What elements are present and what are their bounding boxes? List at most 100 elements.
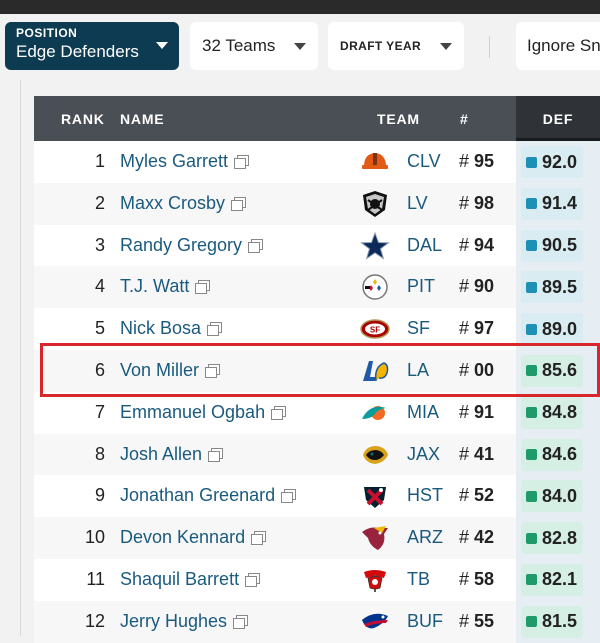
player-name-link[interactable]: Josh Allen bbox=[120, 444, 224, 465]
table-row[interactable]: 1 Myles Garrett CLV # 95 92.0 bbox=[34, 141, 600, 183]
rank-cell: 9 bbox=[94, 485, 105, 506]
copy-icon[interactable] bbox=[281, 489, 297, 504]
team-abbr[interactable]: LA bbox=[407, 359, 430, 380]
copy-icon[interactable] bbox=[245, 572, 261, 587]
jersey-number: # 41 bbox=[459, 443, 495, 464]
jersey-number-value: 91 bbox=[474, 401, 495, 422]
rank-cell: 11 bbox=[86, 568, 105, 589]
team-abbr[interactable]: CLV bbox=[407, 151, 441, 171]
ignore-snaps-toggle[interactable]: Ignore Sn bbox=[516, 22, 600, 70]
draft-year-dropdown[interactable]: DRAFT YEAR bbox=[328, 22, 464, 70]
grade-badge: 85.6 bbox=[521, 354, 583, 387]
player-name-link[interactable]: Myles Garrett bbox=[120, 151, 250, 172]
table-row[interactable]: 5 Nick Bosa SF SF # 97 89.0 bbox=[34, 308, 600, 350]
grade-value: 84.0 bbox=[542, 485, 578, 506]
table-row[interactable]: 9 Jonathan Greenard HST # 52 84.0 bbox=[34, 475, 600, 518]
grade-badge: 82.1 bbox=[521, 563, 583, 596]
header-rank[interactable]: RANK bbox=[61, 111, 105, 127]
copy-icon[interactable] bbox=[195, 280, 211, 295]
rank-cell: 3 bbox=[94, 234, 105, 255]
team-abbr[interactable]: JAX bbox=[407, 443, 441, 464]
rank-cell: 7 bbox=[94, 401, 105, 422]
draft-year-label: DRAFT YEAR bbox=[340, 39, 422, 53]
copy-icon[interactable] bbox=[233, 614, 249, 629]
team-abbr[interactable]: LV bbox=[407, 192, 428, 213]
grade-value: 89.0 bbox=[542, 318, 578, 339]
position-value: Edge Defenders bbox=[16, 42, 139, 61]
team-abbr[interactable]: TB bbox=[407, 568, 431, 589]
player-name-link[interactable]: Shaquil Barrett bbox=[120, 569, 261, 590]
grade-badge: 89.0 bbox=[521, 313, 583, 346]
table-row[interactable]: 11 Shaquil Barrett TB # 58 82.1 bbox=[34, 558, 600, 601]
header-team[interactable]: TEAM bbox=[377, 111, 420, 127]
team-abbr[interactable]: BUF bbox=[407, 610, 443, 631]
grade-badge: 84.0 bbox=[521, 480, 583, 513]
player-name-link[interactable]: Von Miller bbox=[120, 360, 221, 381]
table-row[interactable]: 10 Devon Kennard ARZ # 42 82.8 bbox=[34, 517, 600, 559]
copy-icon[interactable] bbox=[251, 531, 267, 546]
team-abbr[interactable]: HST bbox=[407, 485, 443, 506]
team-abbr[interactable]: DAL bbox=[407, 234, 443, 255]
copy-icon[interactable] bbox=[207, 322, 223, 337]
table-row[interactable]: 3 Randy Gregory DAL # 94 90.5 bbox=[34, 224, 600, 267]
player-name-link[interactable]: T.J. Watt bbox=[120, 276, 211, 297]
copy-icon[interactable] bbox=[205, 363, 221, 378]
grade-value: 89.5 bbox=[542, 276, 578, 297]
copy-icon[interactable] bbox=[231, 196, 247, 211]
copy-icon[interactable] bbox=[234, 155, 250, 169]
49ers-logo: SF bbox=[360, 315, 390, 343]
def-cell: 89.0 bbox=[516, 308, 600, 350]
grade-tier-icon bbox=[526, 407, 537, 419]
dolphins-logo bbox=[360, 399, 390, 427]
rank-cell: 2 bbox=[94, 192, 105, 213]
player-name-link[interactable]: Emmanuel Ogbah bbox=[120, 402, 287, 423]
table-row[interactable]: 6 Von Miller LA # 00 85.6 bbox=[34, 349, 600, 392]
def-cell: 81.5 bbox=[516, 600, 600, 643]
grade-badge: 84.8 bbox=[521, 396, 583, 429]
grade-value: 91.4 bbox=[542, 193, 578, 214]
teams-dropdown[interactable]: 32 Teams bbox=[190, 22, 318, 70]
position-dropdown[interactable]: POSITION Edge Defenders bbox=[5, 22, 179, 70]
grade-value: 85.6 bbox=[542, 360, 578, 381]
copy-icon[interactable] bbox=[271, 405, 287, 420]
grade-value: 82.1 bbox=[542, 569, 578, 590]
def-cell: 82.8 bbox=[516, 517, 600, 559]
table-row[interactable]: 2 Maxx Crosby LV # 98 91.4 bbox=[34, 182, 600, 225]
player-name-link[interactable]: Randy Gregory bbox=[120, 235, 264, 256]
grade-tier-icon bbox=[526, 156, 537, 168]
player-name: Myles Garrett bbox=[120, 151, 229, 171]
team-abbr[interactable]: MIA bbox=[407, 401, 440, 422]
player-name-link[interactable]: Jonathan Greenard bbox=[120, 485, 297, 506]
grade-tier-icon bbox=[526, 490, 537, 502]
copy-icon[interactable] bbox=[248, 238, 264, 253]
team-abbr[interactable]: SF bbox=[407, 318, 431, 339]
header-def[interactable]: DEF bbox=[516, 96, 600, 141]
player-name-link[interactable]: Devon Kennard bbox=[120, 527, 267, 548]
grade-badge: 84.6 bbox=[521, 438, 583, 471]
jersey-number: # 97 bbox=[459, 318, 495, 339]
table-row[interactable]: 12 Jerry Hughes BUF # 55 81.5 bbox=[34, 600, 600, 643]
header-number[interactable]: # bbox=[460, 111, 469, 127]
grade-tier-icon bbox=[526, 281, 537, 293]
header-name[interactable]: NAME bbox=[120, 111, 165, 127]
jersey-number-value: 94 bbox=[474, 234, 495, 255]
grade-tier-icon bbox=[526, 532, 537, 544]
top-bar bbox=[0, 0, 600, 14]
rank-cell: 6 bbox=[94, 359, 105, 380]
copy-icon[interactable] bbox=[208, 447, 224, 462]
table-row[interactable]: 4 T.J. Watt PIT # 90 89.5 bbox=[34, 266, 600, 309]
cowboys-logo bbox=[360, 231, 390, 260]
grade-badge: 89.5 bbox=[521, 271, 583, 304]
jersey-number: # 00 bbox=[459, 359, 495, 380]
table-row[interactable]: 8 Josh Allen JAX # 41 84.6 bbox=[34, 433, 600, 476]
player-name-link[interactable]: Jerry Hughes bbox=[120, 611, 249, 632]
grade-tier-icon bbox=[526, 616, 537, 628]
grade-value: 84.6 bbox=[542, 444, 578, 465]
grade-value: 82.8 bbox=[542, 527, 578, 548]
table-row[interactable]: 7 Emmanuel Ogbah MIA # 91 84.8 bbox=[34, 391, 600, 434]
player-name-link[interactable]: Maxx Crosby bbox=[120, 193, 247, 214]
team-abbr[interactable]: ARZ bbox=[407, 527, 443, 548]
team-abbr[interactable]: PIT bbox=[407, 276, 436, 297]
chevron-down-icon bbox=[156, 42, 168, 49]
player-name-link[interactable]: Nick Bosa bbox=[120, 318, 223, 339]
